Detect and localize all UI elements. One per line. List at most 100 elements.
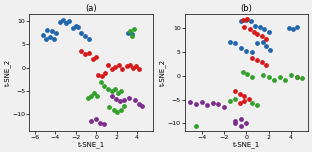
Point bbox=[261, 74, 266, 76]
Point bbox=[128, 30, 133, 32]
Point bbox=[130, 66, 135, 69]
Point bbox=[89, 120, 94, 122]
Point bbox=[300, 77, 305, 79]
Point bbox=[86, 51, 91, 54]
Point bbox=[106, 87, 111, 90]
Point bbox=[233, 122, 238, 125]
Point bbox=[67, 20, 72, 22]
Point bbox=[266, 76, 271, 78]
Point bbox=[50, 30, 55, 32]
Point bbox=[193, 103, 198, 106]
Point bbox=[117, 100, 122, 102]
Point bbox=[106, 64, 111, 66]
Point bbox=[237, 102, 242, 105]
Point bbox=[114, 111, 119, 113]
Point bbox=[58, 21, 63, 23]
Point bbox=[241, 18, 246, 21]
Title: (b): (b) bbox=[240, 4, 252, 13]
Point bbox=[73, 24, 78, 27]
Point bbox=[238, 47, 243, 49]
Point bbox=[89, 94, 94, 97]
Point bbox=[54, 31, 59, 34]
Point bbox=[140, 105, 145, 107]
Point bbox=[94, 56, 99, 59]
Point bbox=[227, 100, 232, 102]
Point bbox=[121, 99, 126, 101]
Point bbox=[75, 25, 80, 28]
Point bbox=[82, 35, 87, 37]
Point bbox=[233, 90, 238, 92]
Point bbox=[286, 27, 291, 29]
Point bbox=[246, 97, 251, 100]
Point bbox=[47, 36, 52, 38]
Point bbox=[248, 20, 253, 22]
Point bbox=[294, 26, 299, 28]
Point bbox=[129, 33, 134, 35]
Point bbox=[283, 78, 288, 81]
Point bbox=[238, 124, 243, 127]
Point bbox=[40, 34, 45, 36]
Y-axis label: t-SNE_2: t-SNE_2 bbox=[159, 59, 166, 86]
Point bbox=[237, 93, 242, 95]
Point bbox=[241, 95, 246, 97]
Point bbox=[112, 65, 117, 68]
Point bbox=[249, 51, 254, 53]
Point bbox=[255, 42, 260, 45]
Point bbox=[70, 27, 75, 29]
Point bbox=[241, 100, 246, 102]
Point bbox=[112, 87, 117, 90]
Point bbox=[85, 97, 90, 99]
Point bbox=[125, 31, 130, 34]
Point bbox=[238, 117, 243, 120]
Point bbox=[107, 106, 112, 108]
Point bbox=[43, 37, 48, 40]
Point bbox=[222, 105, 227, 108]
Point bbox=[267, 48, 272, 51]
Point bbox=[260, 35, 265, 38]
Point bbox=[233, 42, 238, 45]
Point bbox=[244, 122, 249, 125]
Point bbox=[121, 105, 126, 107]
Point bbox=[94, 118, 99, 120]
X-axis label: t-SNE_1: t-SNE_1 bbox=[77, 141, 105, 148]
Point bbox=[128, 64, 133, 66]
Point bbox=[244, 49, 249, 52]
Point bbox=[132, 28, 137, 31]
Point bbox=[289, 74, 294, 76]
Title: (a): (a) bbox=[85, 4, 97, 13]
Point bbox=[257, 26, 262, 28]
Point bbox=[249, 76, 254, 78]
Point bbox=[109, 95, 114, 98]
Point bbox=[253, 25, 258, 27]
Point bbox=[119, 68, 124, 70]
Point bbox=[90, 58, 95, 60]
Point bbox=[102, 85, 107, 87]
Point bbox=[291, 28, 296, 30]
Point bbox=[216, 103, 221, 106]
Point bbox=[264, 38, 269, 40]
Point bbox=[266, 31, 271, 33]
Point bbox=[109, 90, 114, 92]
Point bbox=[255, 59, 260, 61]
Point bbox=[113, 98, 118, 100]
Point bbox=[116, 64, 121, 66]
Point bbox=[100, 75, 105, 77]
Point bbox=[102, 123, 107, 126]
Point bbox=[118, 108, 123, 111]
Point bbox=[261, 40, 266, 43]
Point bbox=[44, 29, 49, 31]
Point bbox=[82, 52, 87, 55]
Point bbox=[126, 97, 131, 99]
Point bbox=[241, 71, 246, 73]
Point bbox=[255, 33, 260, 35]
Point bbox=[205, 104, 210, 107]
Point bbox=[247, 28, 252, 30]
X-axis label: t-SNE_1: t-SNE_1 bbox=[233, 141, 260, 148]
Point bbox=[111, 108, 116, 111]
Point bbox=[262, 28, 267, 30]
Point bbox=[245, 17, 250, 20]
Y-axis label: t-SNE_2: t-SNE_2 bbox=[4, 59, 11, 86]
Point bbox=[109, 68, 114, 70]
Point bbox=[241, 26, 246, 28]
Point bbox=[96, 73, 101, 76]
